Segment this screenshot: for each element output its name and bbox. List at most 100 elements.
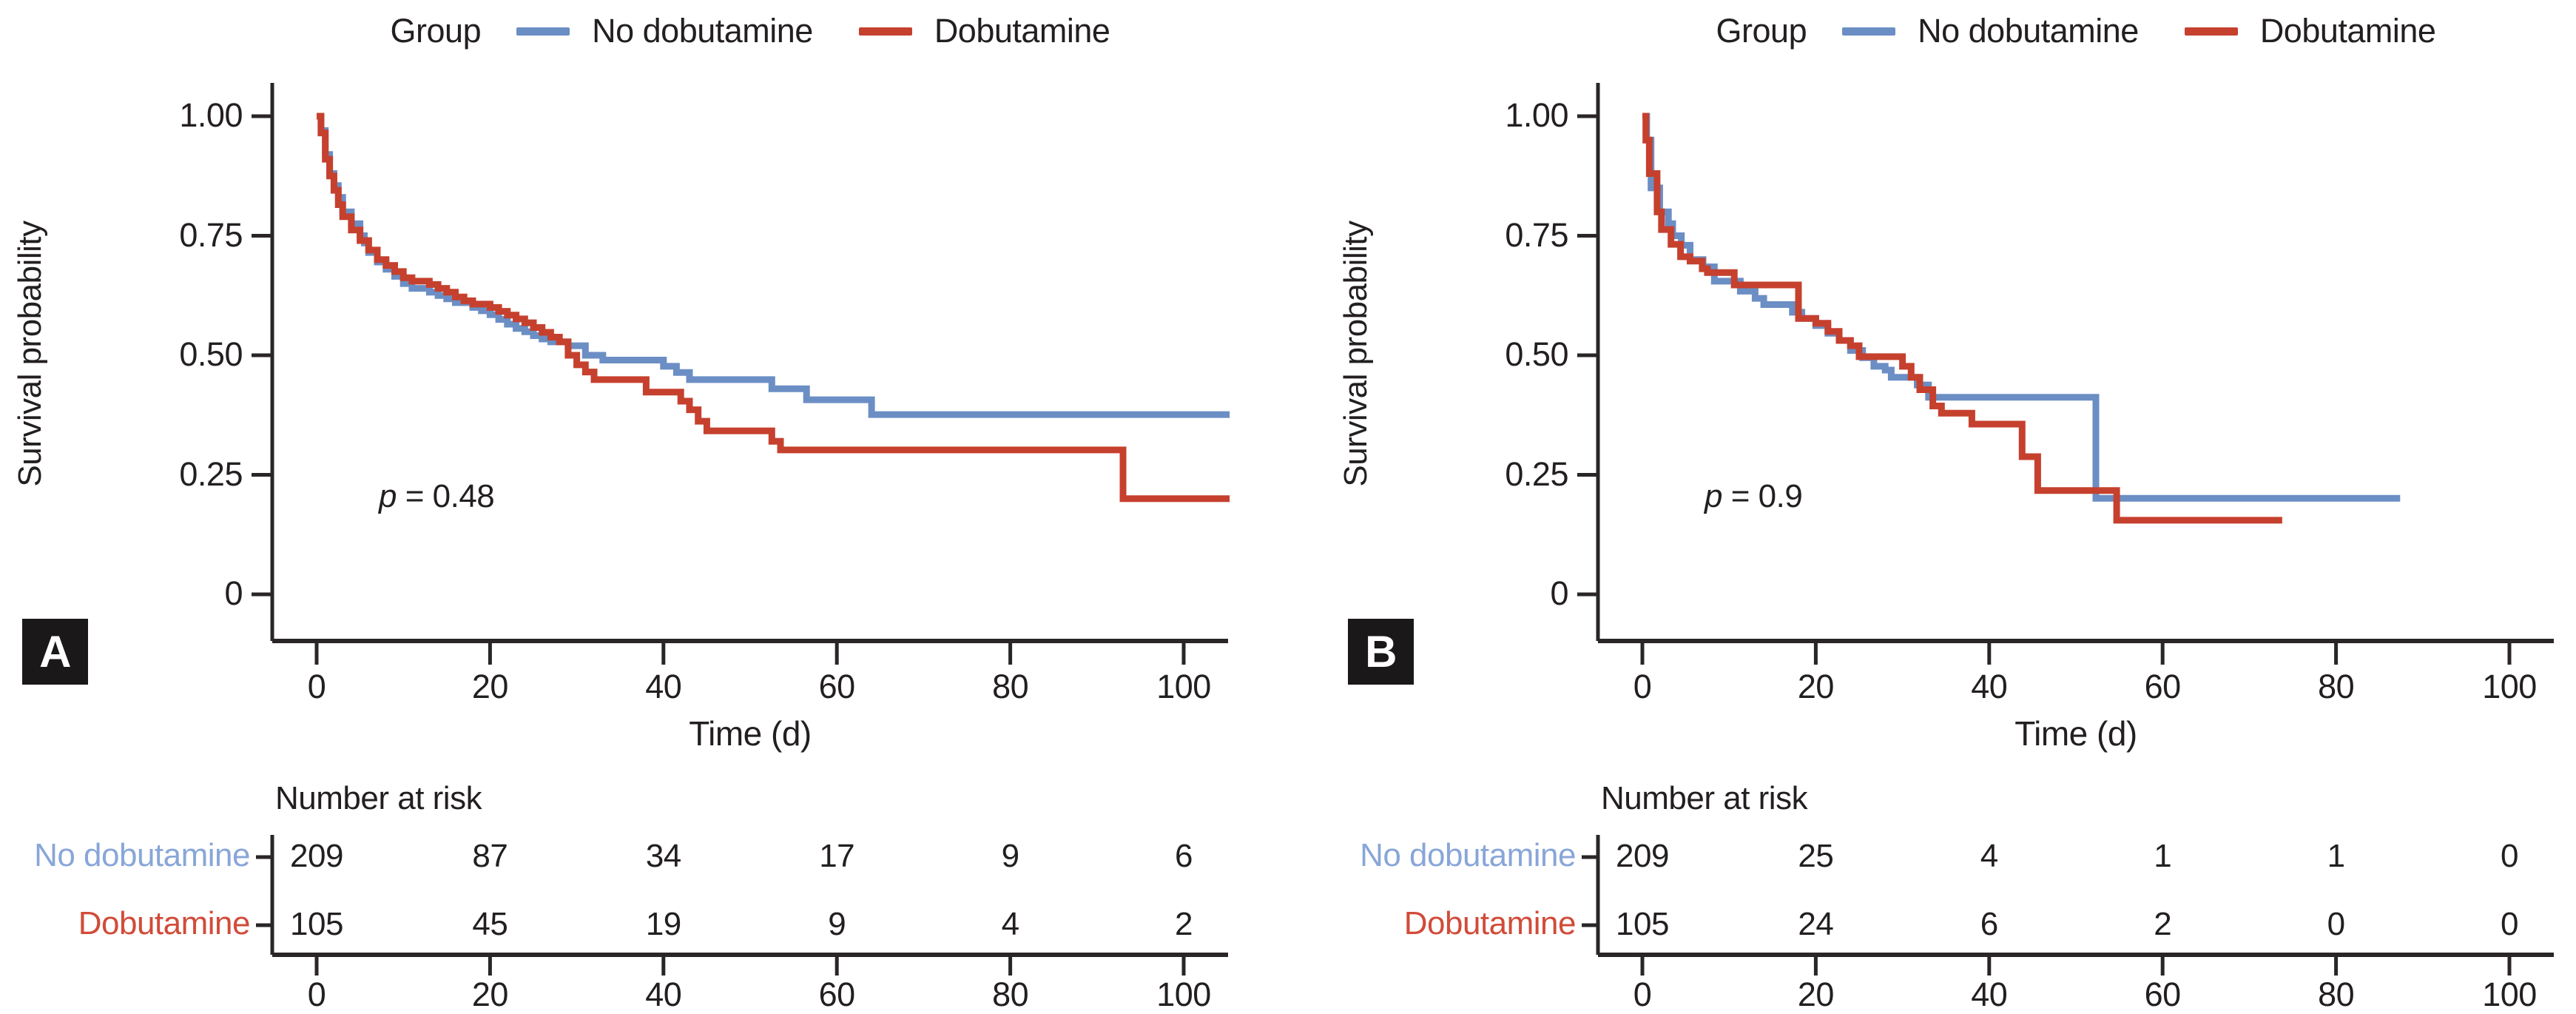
- y-tick-label: 0.50: [179, 335, 243, 373]
- legend-title: Group: [1716, 12, 1807, 50]
- y-tick-label: 0.50: [1505, 335, 1568, 373]
- legend: Group No dobutamine Dobutamine: [272, 12, 1228, 50]
- x-tick-label: 20: [1797, 668, 1835, 705]
- x-tick-label: 80: [2318, 668, 2355, 705]
- legend-label-dobutamine: Dobutamine: [934, 12, 1110, 50]
- risk-count: 0: [2327, 906, 2345, 942]
- y-tick-label: 0: [1550, 574, 1568, 612]
- x-tick-label: 80: [992, 668, 1029, 705]
- risk-x-tick-label: 100: [1156, 976, 1211, 1013]
- p-value: p = 0.48: [379, 478, 495, 515]
- risk-x-tick-label: 20: [1797, 976, 1835, 1013]
- risk-x-tick-label: 60: [2144, 976, 2182, 1013]
- risk-count: 209: [290, 838, 343, 874]
- y-tick-label: 0.25: [179, 454, 243, 493]
- y-axis-label: Survival probability: [12, 221, 48, 487]
- survival-curve-dobutamine: [317, 113, 1230, 503]
- legend-swatch-dobutamine-icon: [858, 27, 912, 36]
- risk-count: 105: [290, 906, 343, 942]
- x-axis-label: Time (d): [689, 714, 812, 753]
- legend-label-no-dobutamine: No dobutamine: [592, 12, 813, 50]
- risk-x-tick-label: 0: [1633, 976, 1652, 1013]
- risk-count: 4: [1980, 838, 1998, 874]
- legend-item-dobutamine: Dobutamine: [858, 12, 1110, 50]
- survival-curve-dobutamine: [1642, 113, 2282, 524]
- p-value-text: = 0.9: [1722, 478, 1803, 514]
- survival-curve-no-dobutamine: [1642, 113, 2401, 502]
- survival-curve-no-dobutamine: [317, 113, 1230, 418]
- x-tick-label: 40: [645, 668, 682, 705]
- legend-item-dobutamine: Dobutamine: [2184, 12, 2436, 50]
- x-tick-label: 100: [2482, 668, 2537, 705]
- risk-count: 34: [645, 838, 681, 874]
- number-at-risk-header: Number at risk: [1601, 780, 1808, 816]
- risk-row-label-dobutamine: Dobutamine: [78, 905, 251, 941]
- risk-count: 17: [819, 838, 855, 874]
- legend-swatch-no-dobutamine-icon: [516, 27, 570, 36]
- y-tick-label: 1.00: [1505, 96, 1568, 134]
- risk-x-tick-label: 100: [2482, 976, 2537, 1013]
- legend-swatch-no-dobutamine-icon: [1842, 27, 1896, 36]
- risk-row-label-dobutamine: Dobutamine: [1403, 905, 1577, 941]
- risk-count: 9: [1001, 838, 1019, 874]
- panel-badge-b: B: [1348, 619, 1414, 685]
- x-tick-label: 60: [2144, 668, 2182, 705]
- risk-x-tick-label: 40: [645, 976, 682, 1013]
- y-tick-label: 0.75: [1505, 215, 1568, 254]
- legend-title: Group: [390, 12, 482, 50]
- risk-count: 1: [2154, 838, 2172, 874]
- risk-count: 6: [1175, 838, 1193, 874]
- x-axis-label: Time (d): [2014, 714, 2137, 753]
- risk-x-tick-label: 80: [992, 976, 1029, 1013]
- risk-count: 105: [1616, 906, 1669, 942]
- risk-count: 6: [1980, 906, 1998, 942]
- p-value: p = 0.9: [1705, 478, 1803, 515]
- risk-count: 2: [1175, 906, 1193, 942]
- risk-x-tick-label: 0: [307, 976, 326, 1013]
- p-value-text: = 0.48: [396, 478, 495, 514]
- x-tick-label: 0: [1633, 668, 1652, 705]
- risk-count: 9: [828, 906, 846, 942]
- x-tick-label: 60: [818, 668, 856, 705]
- risk-count: 2: [2154, 906, 2172, 942]
- risk-x-tick-label: 40: [1971, 976, 2008, 1013]
- number-at-risk-header: Number at risk: [275, 780, 482, 816]
- km-plot-a: [252, 83, 1230, 976]
- risk-x-tick-label: 60: [818, 976, 856, 1013]
- legend-label-no-dobutamine: No dobutamine: [1918, 12, 2139, 50]
- y-axis-label: Survival probability: [1338, 221, 1374, 487]
- y-tick-label: 0: [224, 574, 243, 612]
- legend-item-no-dobutamine: No dobutamine: [516, 12, 813, 50]
- risk-x-tick-label: 20: [471, 976, 509, 1013]
- legend-label-dobutamine: Dobutamine: [2259, 12, 2436, 50]
- risk-count: 87: [472, 838, 508, 874]
- risk-count: 45: [472, 906, 508, 942]
- risk-count: 25: [1798, 838, 1834, 874]
- x-tick-label: 0: [307, 668, 326, 705]
- x-tick-label: 20: [471, 668, 509, 705]
- risk-count: 0: [2501, 838, 2518, 874]
- risk-x-tick-label: 80: [2318, 976, 2355, 1013]
- p-symbol: p: [379, 478, 397, 514]
- y-tick-label: 0.75: [179, 215, 243, 254]
- risk-count: 1: [2327, 838, 2345, 874]
- x-tick-label: 100: [1156, 668, 1211, 705]
- x-tick-label: 40: [1971, 668, 2008, 705]
- risk-count: 4: [1001, 906, 1019, 942]
- risk-count: 0: [2501, 906, 2518, 942]
- p-symbol: p: [1705, 478, 1722, 514]
- risk-count: 24: [1798, 906, 1834, 942]
- legend: Group No dobutamine Dobutamine: [1598, 12, 2554, 50]
- panel-b: Group No dobutamine Dobutamine Survival …: [1288, 0, 2576, 1013]
- panel-badge-a: A: [22, 619, 88, 685]
- panel-a: Group No dobutamine Dobutamine Survival …: [0, 0, 1288, 1013]
- y-tick-label: 0.25: [1505, 454, 1568, 493]
- legend-swatch-dobutamine-icon: [2184, 27, 2238, 36]
- y-tick-label: 1.00: [179, 96, 243, 134]
- km-plot-b: [1577, 83, 2554, 976]
- risk-count: 19: [645, 906, 681, 942]
- risk-row-label-no-dobutamine: No dobutamine: [1360, 837, 1576, 873]
- risk-row-label-no-dobutamine: No dobutamine: [34, 837, 250, 873]
- legend-item-no-dobutamine: No dobutamine: [1842, 12, 2139, 50]
- risk-count: 209: [1616, 838, 1669, 874]
